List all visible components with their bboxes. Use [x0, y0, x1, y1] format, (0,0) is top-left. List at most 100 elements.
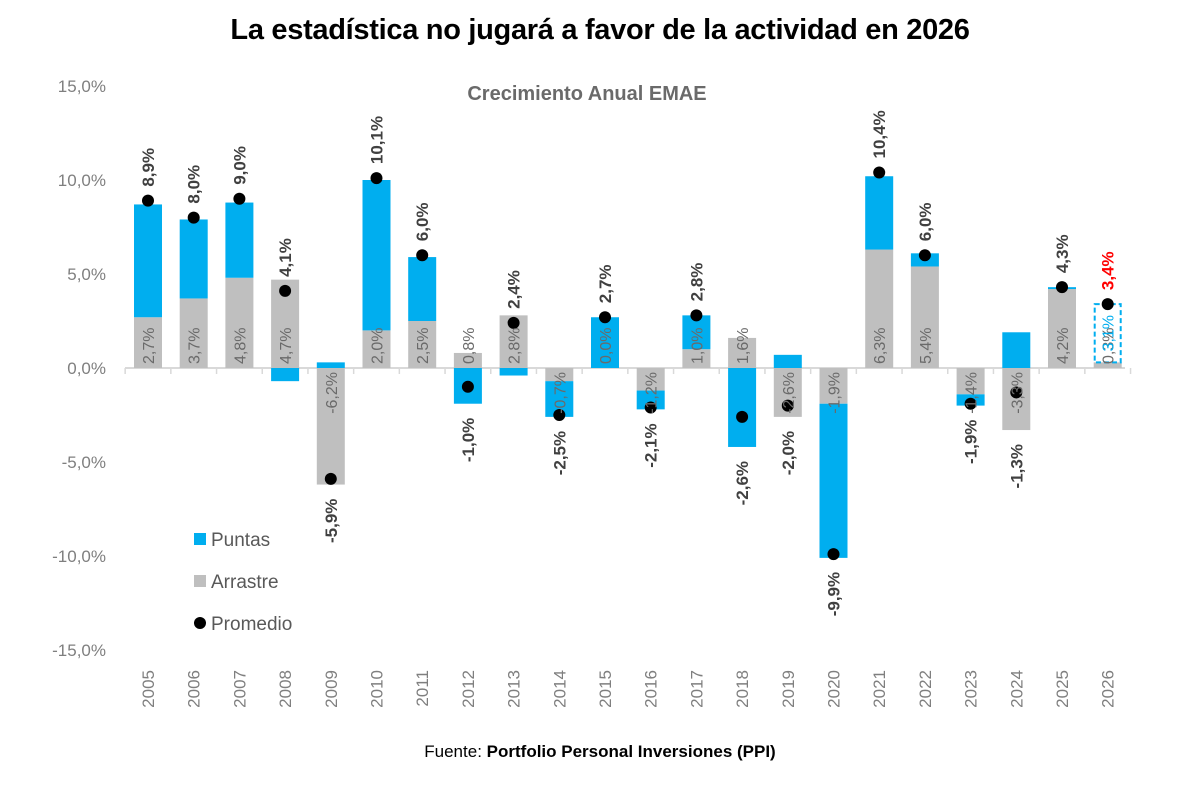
- y-axis: 15,0% 10,0% 5,0% 0,0% -5,0% -10,0% -15,0%: [52, 77, 106, 660]
- y-tick-label: -10,0%: [52, 547, 106, 566]
- arrastre-label: -2,6%: [781, 372, 798, 414]
- x-tick-label: 2025: [1053, 670, 1072, 708]
- chart-subtitle: Crecimiento Anual EMAE: [467, 83, 706, 105]
- legend-label-arrastre: Arrastre: [211, 572, 279, 593]
- promedio-marker: [827, 548, 840, 561]
- promedio-marker: [416, 249, 429, 262]
- promedio-label: -1,9%: [962, 420, 981, 464]
- promedio-marker: [1056, 281, 1068, 294]
- promedio-marker: [461, 380, 474, 393]
- promedio-marker: [187, 211, 200, 224]
- x-tick-label: 2009: [322, 670, 341, 708]
- arrastre-label: 1,6%: [735, 328, 752, 364]
- x-tick-label: 2013: [505, 670, 524, 708]
- promedio-marker: [233, 192, 246, 205]
- x-tick-label: 2010: [368, 670, 387, 708]
- puntas-bar: [1002, 332, 1031, 368]
- promedio-marker: [1101, 298, 1114, 311]
- arrastre-label: 0,8%: [461, 328, 478, 364]
- x-tick-label: 2006: [185, 670, 204, 708]
- source-name: Portfolio Personal Inversiones (PPI): [486, 742, 776, 761]
- x-tick-label: 2007: [230, 670, 249, 708]
- arrastre-label: 2,7%: [141, 328, 158, 364]
- arrastre-label: -3,3%: [1009, 372, 1026, 414]
- promedio-label: 10,4%: [870, 110, 889, 158]
- promedio-label: 2,4%: [505, 270, 524, 309]
- promedio-label: 2,7%: [596, 264, 615, 303]
- y-tick-label: 0,0%: [67, 359, 106, 378]
- arrastre-bar: [134, 317, 162, 368]
- x-tick-label: 2023: [962, 670, 981, 708]
- arrastre-label: -1,4%: [964, 372, 981, 414]
- arrastre-label: -6,2%: [324, 372, 341, 414]
- arrastre-label: -1,2%: [644, 372, 661, 414]
- promedio-label: 4,1%: [276, 238, 295, 277]
- promedio-marker: [736, 410, 749, 423]
- promedio-label: 9,0%: [230, 146, 249, 185]
- x-tick-label: 2016: [642, 670, 661, 708]
- x-tick-label: 2017: [687, 670, 706, 708]
- puntas-bar: [179, 219, 208, 299]
- chart-title: La estadística no jugará a favor de la a…: [230, 14, 970, 46]
- promedio-marker: [644, 401, 657, 414]
- puntas-bar: [225, 202, 254, 278]
- markers-layer: [142, 166, 1114, 561]
- arrastre-bar: [1093, 362, 1122, 368]
- arrastre-bar: [545, 368, 574, 382]
- x-tick-label: 2026: [1099, 670, 1118, 708]
- arrastre-label: 2,8%: [507, 328, 524, 364]
- x-tick-label: 2012: [459, 670, 478, 708]
- x-tick-label: 2018: [733, 670, 752, 708]
- arrastre-bar: [910, 266, 939, 368]
- y-tick-label: -5,0%: [62, 453, 106, 472]
- arrastre-bar: [179, 298, 208, 368]
- arrastre-label: 0,0%: [598, 328, 615, 364]
- arrastre-bar: [1048, 289, 1076, 368]
- promedio-marker: [279, 284, 292, 297]
- arrastre-bar: [819, 368, 848, 404]
- promedio-marker: [142, 194, 154, 207]
- puntas-bar: [819, 403, 848, 558]
- arrastre-bar: [453, 352, 482, 368]
- promedio-label: -9,9%: [825, 572, 844, 616]
- promedio-marker: [690, 309, 703, 322]
- promedio-marker: [553, 409, 566, 421]
- puntas-bar: [362, 180, 391, 331]
- promedio-label: -2,0%: [779, 431, 798, 475]
- promedio-label: 4,3%: [1053, 234, 1072, 273]
- puntas-bar: [499, 368, 528, 376]
- arrastre-label: 4,2%: [1055, 328, 1072, 364]
- puntas-bar: [636, 390, 665, 410]
- labels-layer: 2,7% 3,7% 4,8% 4,7% -6,2% 2,0% 2,5% 0,8% 2,8% -0,…: [139, 110, 1118, 616]
- puntas-bar: [271, 368, 300, 382]
- y-tick-label: 15,0%: [58, 77, 106, 96]
- promedio-label: -2,1%: [642, 423, 661, 467]
- x-tick-label: 2021: [870, 670, 889, 708]
- arrastre-bar: [636, 368, 665, 391]
- puntas-bar: [591, 317, 619, 368]
- puntas-bar: [773, 354, 802, 368]
- x-tick-label: 2008: [276, 670, 295, 708]
- promedio-marker: [1010, 386, 1023, 399]
- puntas-label: 3,1%: [1101, 315, 1118, 351]
- arrastre-bar: [408, 321, 437, 368]
- y-tick-label: 5,0%: [67, 265, 106, 284]
- promedio-marker: [507, 316, 520, 329]
- puntas-bar: [134, 204, 162, 318]
- puntas-bar: [728, 368, 757, 447]
- arrastre-label: 4,7%: [278, 328, 295, 364]
- promedio-marker: [599, 311, 611, 324]
- x-tick-label: 2011: [413, 670, 432, 707]
- legend: Puntas Arrastre Promedio: [194, 530, 292, 635]
- promedio-marker: [918, 249, 931, 262]
- arrastre-label: 1,0%: [689, 328, 706, 364]
- arrastre-bar: [865, 249, 894, 368]
- promedio-label: -2,5%: [550, 431, 569, 475]
- promedio-label: 6,0%: [916, 202, 935, 241]
- y-tick-label: -15,0%: [52, 641, 106, 660]
- promedio-label: -1,0%: [459, 418, 478, 462]
- promedio-label: -2,6%: [733, 461, 752, 505]
- x-tick-label: 2005: [139, 670, 158, 708]
- promedio-marker: [781, 399, 794, 412]
- arrastre-bar: [225, 277, 254, 368]
